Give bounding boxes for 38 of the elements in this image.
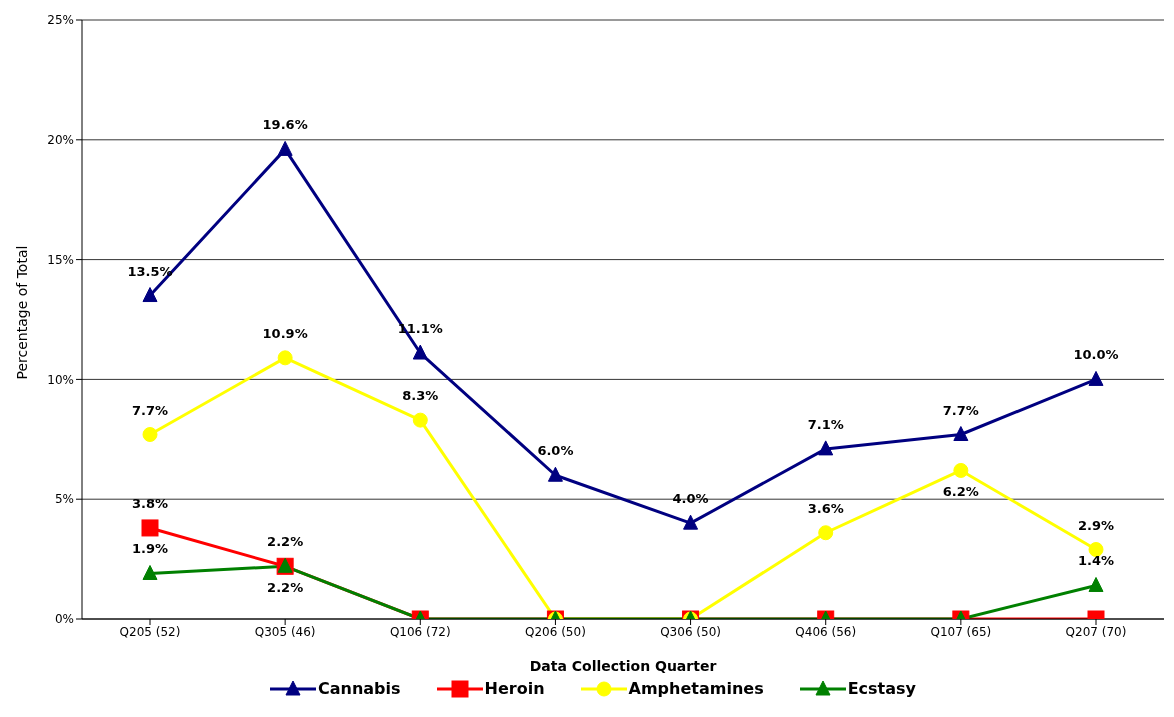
data-label: 7.1% bbox=[807, 416, 844, 432]
y-axis-title: Percentage of Total bbox=[13, 245, 30, 380]
legend-label: Heroin bbox=[483, 679, 545, 698]
legend-label: Cannabis bbox=[316, 679, 401, 698]
data-label: 10.9% bbox=[262, 325, 308, 341]
legend-label: Amphetamines bbox=[627, 679, 764, 698]
x-tick-label: Q305 (46) bbox=[254, 624, 316, 639]
y-tick-label: 10% bbox=[47, 372, 74, 387]
x-tick-label: Q107 (65) bbox=[930, 624, 992, 639]
data-label: 10.0% bbox=[1073, 347, 1119, 363]
x-tick-label: Q106 (72) bbox=[389, 624, 451, 639]
x-tick-label: Q205 (52) bbox=[119, 624, 181, 639]
data-label: 2.9% bbox=[1077, 517, 1115, 533]
data-label: 6.0% bbox=[537, 443, 574, 459]
data-label: 7.7% bbox=[942, 402, 979, 418]
y-tick-label: 15% bbox=[47, 252, 74, 267]
data-label: 7.7% bbox=[131, 402, 169, 418]
data-label: 4.0% bbox=[672, 491, 709, 507]
y-tick-label: 20% bbox=[47, 133, 74, 148]
data-label: 1.4% bbox=[1077, 553, 1115, 569]
x-tick-label: Q306 (50) bbox=[660, 624, 721, 639]
x-tick-label: Q207 (70) bbox=[1065, 624, 1127, 639]
data-label: 3.6% bbox=[807, 500, 844, 516]
data-label: 19.6% bbox=[262, 117, 308, 133]
data-label: 2.2% bbox=[267, 580, 304, 596]
data-label: 8.3% bbox=[402, 388, 439, 404]
y-tick-label: 5% bbox=[54, 492, 74, 507]
legend-label: Ecstasy bbox=[846, 679, 917, 698]
data-label: 13.5% bbox=[127, 263, 173, 279]
y-tick-label: 0% bbox=[54, 612, 74, 627]
x-axis-title: Data Collection Quarter bbox=[529, 658, 717, 674]
x-tick-label: Q206 (50) bbox=[525, 624, 586, 639]
y-tick-label: 25% bbox=[47, 13, 74, 28]
data-label: 3.8% bbox=[131, 495, 169, 511]
x-tick-label: Q406 (56) bbox=[795, 624, 857, 639]
data-label: 2.2% bbox=[267, 534, 304, 550]
data-label: 6.2% bbox=[942, 484, 979, 500]
data-label: 1.9% bbox=[131, 541, 169, 557]
